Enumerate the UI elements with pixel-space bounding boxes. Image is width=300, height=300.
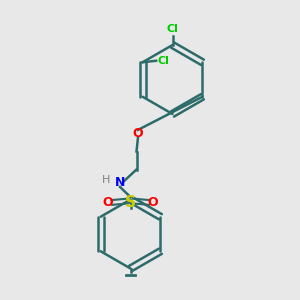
Text: Cl: Cl bbox=[167, 25, 178, 34]
Text: O: O bbox=[133, 127, 143, 140]
Text: O: O bbox=[103, 196, 113, 209]
Text: Cl: Cl bbox=[157, 56, 169, 66]
Text: N: N bbox=[115, 176, 125, 190]
Text: O: O bbox=[148, 196, 158, 209]
Text: S: S bbox=[125, 195, 136, 210]
Text: H: H bbox=[102, 175, 111, 185]
